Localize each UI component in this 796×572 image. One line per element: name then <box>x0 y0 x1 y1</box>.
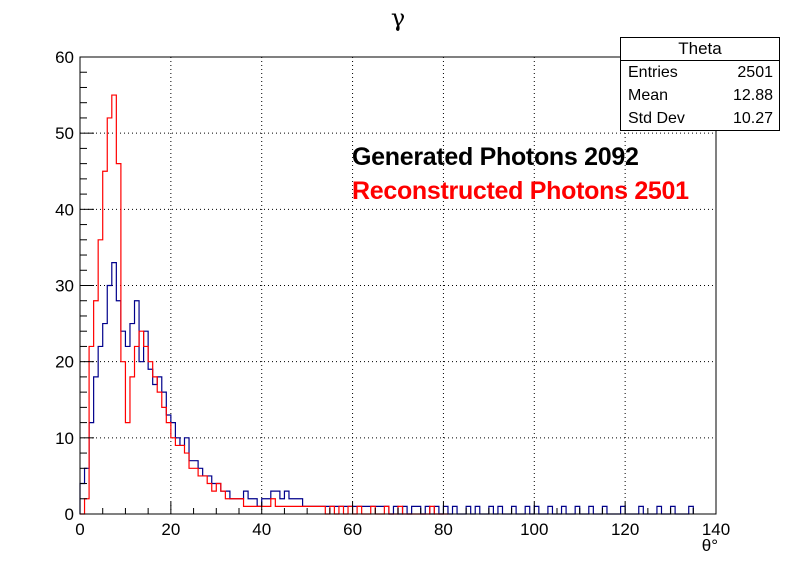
x-tick-label: 60 <box>343 520 362 539</box>
y-tick-label: 30 <box>55 277 74 296</box>
x-tick-label: 120 <box>611 520 639 539</box>
axis-ticks: 0 20 40 60 80 100 120 140 0 10 20 30 40 50 60 <box>55 48 730 539</box>
y-tick-label: 10 <box>55 429 74 448</box>
stats-row-entries: Entries 2501 <box>621 61 779 84</box>
x-tick-label: 20 <box>161 520 180 539</box>
chart-title: γ <box>390 4 406 32</box>
x-tick-label: 100 <box>520 520 548 539</box>
stats-value: 2501 <box>737 64 773 81</box>
legend-generated: Generated Photons 2092 <box>352 143 639 171</box>
x-tick-label: 0 <box>75 520 84 539</box>
stats-row-stddev: Std Dev 10.27 <box>621 107 779 130</box>
y-tick-label: 60 <box>55 48 74 67</box>
stats-label: Entries <box>628 64 678 81</box>
stats-box-title: Theta <box>621 38 779 61</box>
y-tick-label: 20 <box>55 353 74 372</box>
x-tick-label: 40 <box>252 520 271 539</box>
stats-label: Mean <box>628 87 669 104</box>
stats-label: Std Dev <box>628 110 685 127</box>
stats-value: 10.27 <box>732 110 773 127</box>
histogram-series-0 <box>79 262 694 515</box>
y-tick-label: 50 <box>55 124 74 143</box>
x-tick-label: 80 <box>434 520 453 539</box>
stats-box: Theta Entries 2501 Mean 12.88 Std Dev 10… <box>620 37 780 131</box>
x-axis-label: θ° <box>701 536 718 555</box>
stats-value: 12.88 <box>732 87 773 104</box>
y-tick-label: 0 <box>65 505 74 524</box>
x-tick-label: 140 <box>702 520 730 539</box>
y-tick-label: 40 <box>55 200 74 219</box>
legend-reconstructed: Reconstructed Photons 2501 <box>352 177 689 205</box>
stats-row-mean: Mean 12.88 <box>621 84 779 107</box>
